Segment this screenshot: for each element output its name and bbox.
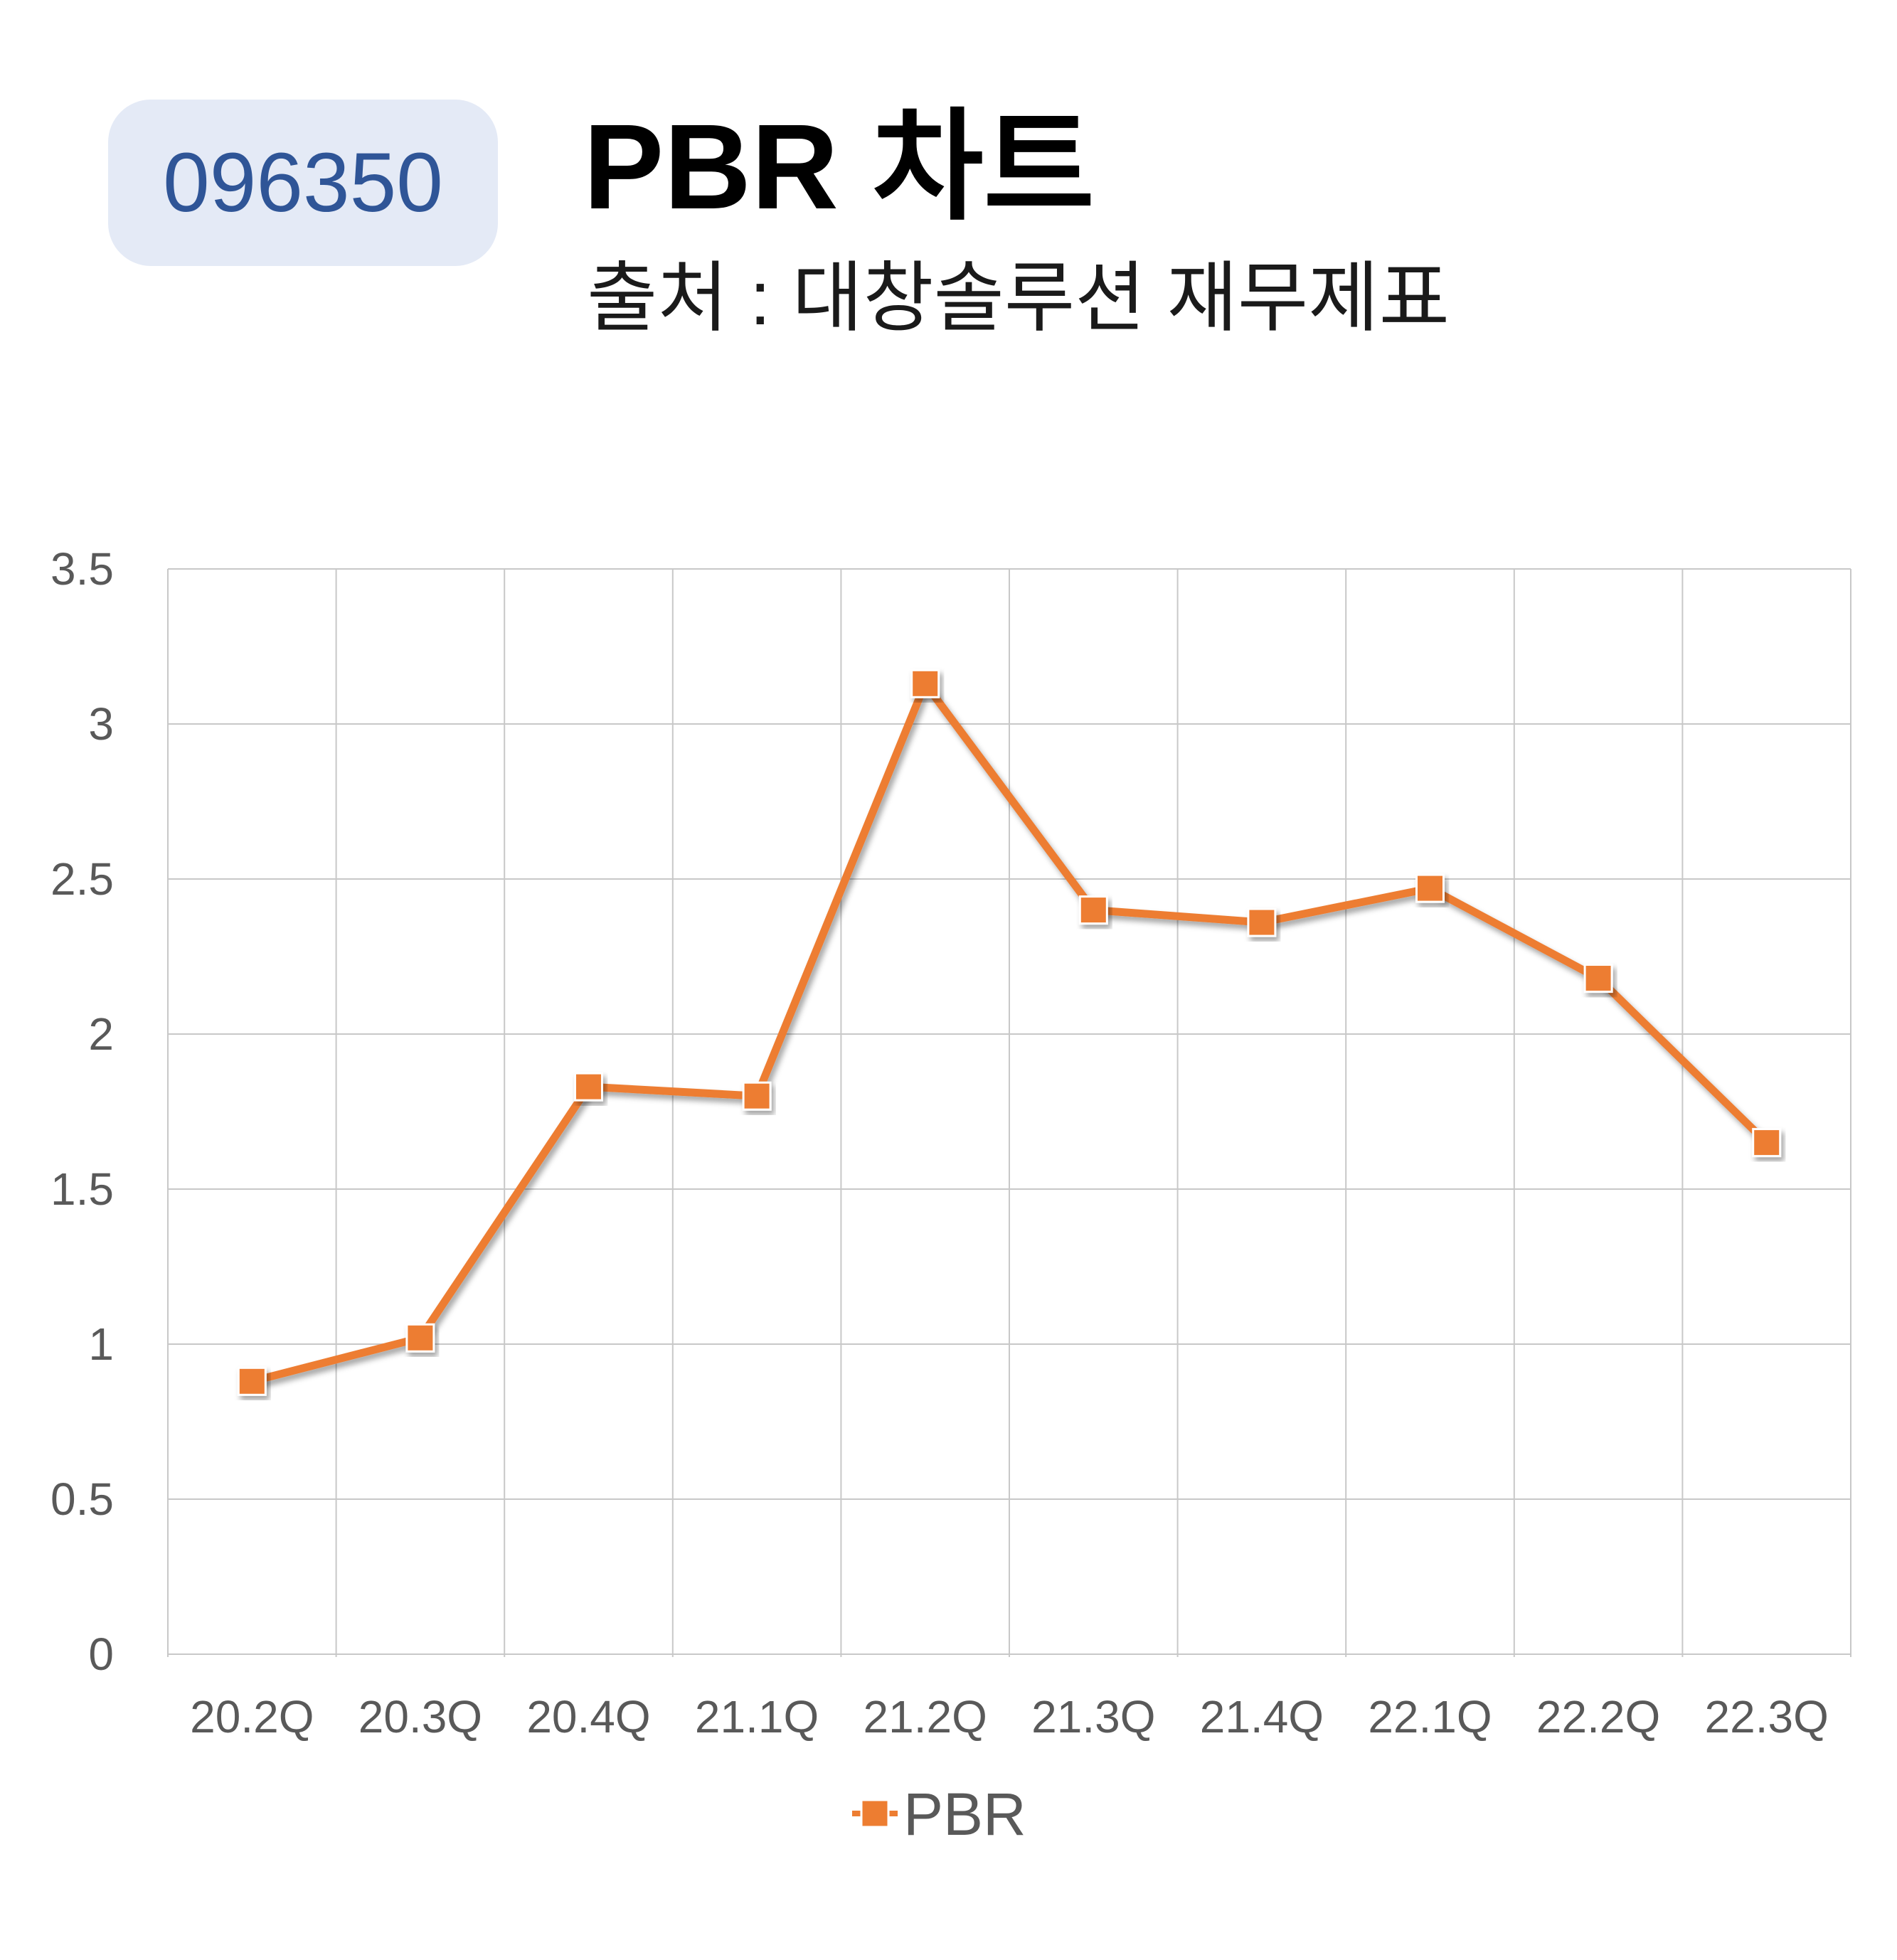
data-point [1752, 1128, 1782, 1158]
stock-code: 096350 [163, 136, 443, 230]
chart-title: PBR 차트 [583, 100, 1095, 235]
chart-subtitle: 출처 : 대창솔루션 재무제표 [587, 255, 1450, 341]
data-point [237, 1366, 267, 1396]
x-tick-label: 20.4Q [526, 1691, 650, 1742]
data-point [1583, 964, 1613, 994]
data-point [574, 1072, 603, 1102]
legend: PBR [852, 1781, 1026, 1848]
series-pbr [237, 669, 1782, 1396]
data-point [405, 1323, 435, 1353]
data-point [1247, 907, 1277, 937]
x-tick-label: 21.2Q [864, 1691, 987, 1742]
series-line [248, 679, 1771, 1385]
x-axis-ticks: 20.2Q 20.3Q 20.4Q 21.1Q 21.2Q 21.3Q 21.4Q 22.1Q… [190, 1691, 1829, 1742]
data-point [1415, 873, 1445, 903]
x-tick-label: 21.1Q [695, 1691, 819, 1742]
y-axis-ticks: 0 0.5 1 1.5 2 2.5 3 3.5 [51, 543, 114, 1680]
y-tick-label: 3.5 [51, 543, 114, 595]
y-tick-label: 0.5 [51, 1474, 114, 1525]
x-tick-label: 21.4Q [1200, 1691, 1324, 1742]
legend-marker [860, 1799, 890, 1828]
y-tick-label: 1 [88, 1319, 114, 1370]
y-tick-label: 1.5 [51, 1163, 114, 1215]
x-tick-label: 20.3Q [358, 1691, 482, 1742]
y-tick-label: 0 [88, 1629, 114, 1680]
x-tick-label: 20.2Q [190, 1691, 314, 1742]
y-tick-label: 3 [88, 698, 114, 750]
y-tick-label: 2 [88, 1008, 114, 1060]
x-tick-label: 22.3Q [1705, 1691, 1829, 1742]
x-tick-label: 22.2Q [1536, 1691, 1660, 1742]
legend-label: PBR [903, 1781, 1026, 1848]
x-tick-label: 22.1Q [1368, 1691, 1492, 1742]
data-point [910, 669, 940, 698]
y-tick-label: 2.5 [51, 853, 114, 905]
grid-lines [167, 568, 1851, 1657]
data-point [742, 1081, 772, 1111]
data-point [1078, 895, 1108, 925]
x-tick-label: 21.3Q [1031, 1691, 1155, 1742]
stock-code-badge: 096350 [108, 100, 498, 266]
